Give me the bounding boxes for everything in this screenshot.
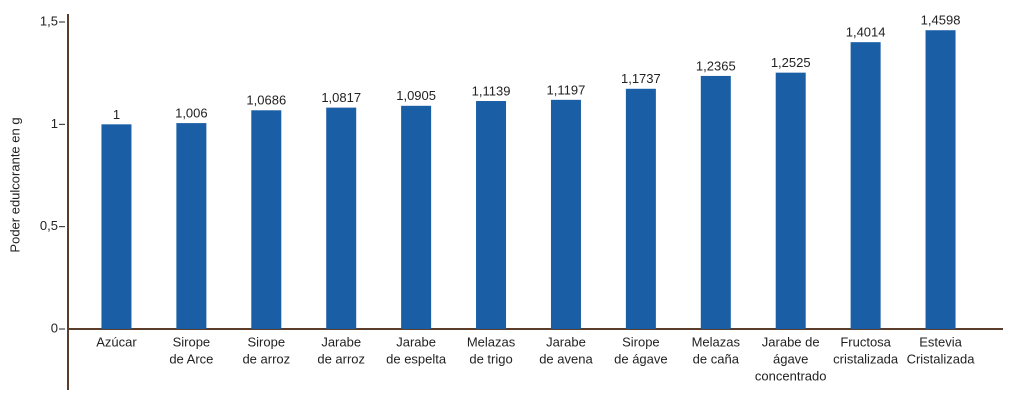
x-tick-label: de arroz — [242, 351, 290, 366]
y-tick-label: 0,5 — [40, 218, 58, 233]
x-tick-label: de ágave — [614, 351, 668, 366]
bar — [925, 30, 956, 329]
x-tick-label: Estevia — [919, 334, 962, 349]
x-tick-label: de caña — [693, 351, 740, 366]
value-label: 1,1197 — [547, 82, 586, 97]
x-tick-label: concentrado — [755, 368, 827, 383]
x-tick-label: Melazas — [692, 334, 741, 349]
y-tick-label: 1,5 — [40, 13, 58, 28]
bar — [176, 123, 207, 329]
bar — [850, 42, 881, 329]
x-tick-label: de arroz — [317, 351, 365, 366]
y-tick-label: 1 — [51, 116, 58, 131]
y-tick-label: 0 — [51, 320, 58, 335]
value-label: 1,0686 — [246, 93, 286, 108]
bar — [700, 75, 731, 330]
value-label: 1,4014 — [846, 25, 886, 40]
x-tick-label: de Arce — [169, 351, 213, 366]
value-label: 1,4598 — [921, 13, 961, 28]
x-tick-label: Jarabe — [396, 334, 436, 349]
x-tick-label: ágave — [773, 351, 808, 366]
value-label: 1,2365 — [696, 58, 736, 73]
bar — [101, 124, 132, 329]
x-tick-label: Sirope — [622, 334, 660, 349]
y-axis-label: Poder edulcorante en g — [7, 117, 22, 252]
bar — [775, 72, 806, 329]
bar — [550, 99, 581, 329]
x-tick-label: Jarabe — [546, 334, 586, 349]
x-tick-label: cristalizada — [833, 351, 899, 366]
bar — [326, 107, 357, 330]
x-tick-label: Sirope — [173, 334, 211, 349]
x-tick-label: Jarabe — [321, 334, 361, 349]
x-tick-label: Cristalizada — [907, 351, 976, 366]
bar — [401, 105, 432, 329]
bar — [251, 110, 282, 329]
value-label: 1,1139 — [472, 83, 511, 98]
x-tick-label: de espelta — [386, 351, 447, 366]
value-label: 1,006 — [175, 106, 208, 121]
value-label: 1,0905 — [396, 88, 436, 103]
value-label: 1 — [113, 107, 120, 122]
x-tick-label: Sirope — [248, 334, 286, 349]
x-tick-label: Melazas — [467, 334, 516, 349]
x-tick-label: Azúcar — [96, 334, 137, 349]
x-tick-label: de trigo — [469, 351, 512, 366]
bar — [625, 88, 656, 329]
x-tick-label: de avena — [539, 351, 593, 366]
bar — [476, 101, 507, 330]
value-label: 1,0817 — [321, 90, 361, 105]
x-tick-label: Fructosa — [840, 334, 891, 349]
value-label: 1,2525 — [771, 55, 811, 70]
value-label: 1,1737 — [621, 71, 661, 86]
x-tick-label: Jarabe de — [762, 334, 820, 349]
